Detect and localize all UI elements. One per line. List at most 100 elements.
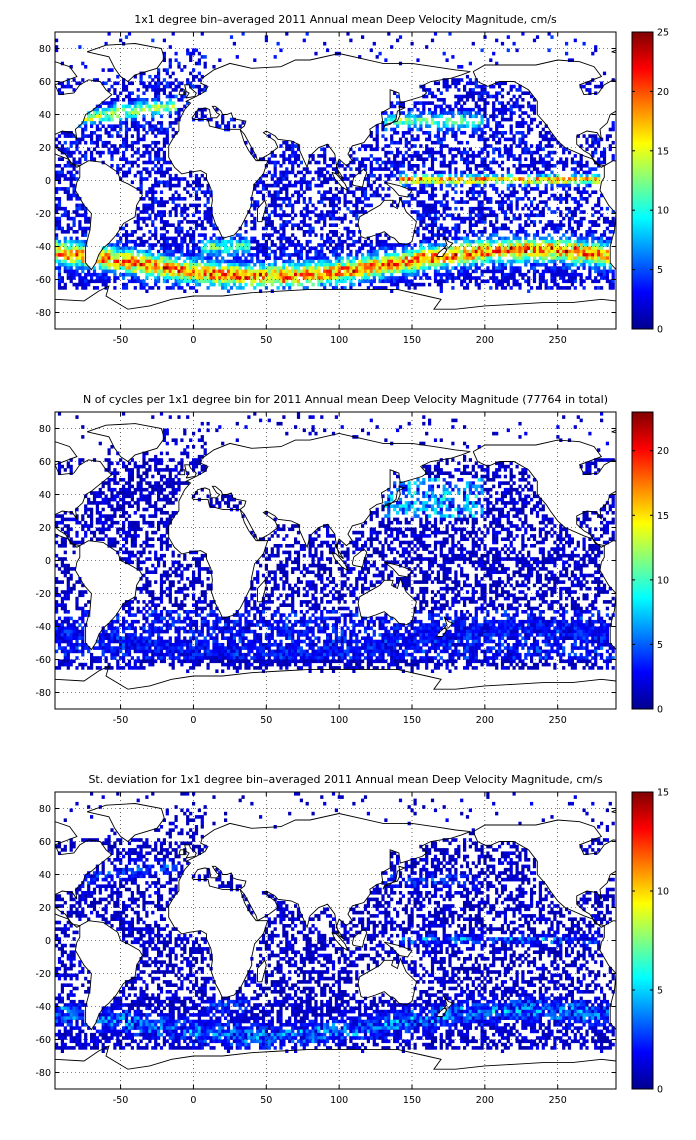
heatmap-cell [323, 276, 327, 280]
heatmap-cell [253, 154, 257, 158]
heatmap-cell [361, 157, 365, 161]
heatmap-cell [145, 144, 149, 148]
heatmap-cell [521, 121, 525, 125]
heatmap-cell [500, 249, 505, 254]
heatmap-cell [457, 276, 461, 280]
heatmap-cell [142, 203, 146, 208]
heatmap-cell [500, 276, 505, 280]
heatmap-cell [512, 190, 516, 194]
heatmap-cell [605, 269, 609, 274]
heatmap-cell [291, 193, 295, 198]
heatmap-cell [454, 154, 458, 158]
heatmap-cell [180, 94, 184, 99]
heatmap-cell [366, 249, 370, 254]
heatmap-cell [256, 246, 260, 251]
heatmap-cell [375, 266, 379, 270]
heatmap-cell [72, 276, 76, 280]
heatmap-cell [369, 48, 373, 53]
heatmap-cell [509, 249, 513, 254]
heatmap-cell [194, 253, 199, 257]
heatmap-cell [547, 246, 551, 251]
heatmap-cell [72, 272, 76, 277]
heatmap-cell [291, 226, 295, 231]
heatmap-cell [585, 170, 589, 175]
heatmap-cell [407, 107, 411, 112]
heatmap-cell [407, 131, 411, 135]
heatmap-cell [238, 276, 242, 280]
heatmap-cell [267, 236, 271, 241]
heatmap-cell [317, 154, 321, 158]
heatmap-cell [425, 131, 429, 135]
heatmap-cell [320, 246, 324, 251]
heatmap-cell [337, 197, 341, 201]
heatmap-cell [151, 246, 155, 251]
heatmap-cell [133, 276, 137, 280]
heatmap-cell [384, 253, 388, 257]
heatmap-cell [270, 243, 274, 247]
heatmap-cell [498, 236, 502, 241]
heatmap-cell [261, 233, 266, 237]
heatmap-cell [63, 243, 67, 247]
heatmap-cell [75, 266, 79, 270]
heatmap-cell [515, 121, 519, 125]
heatmap-cell [538, 160, 542, 165]
heatmap-cell [122, 256, 126, 260]
heatmap-cell [229, 35, 234, 39]
heatmap-cell [530, 144, 534, 148]
heatmap-cell [174, 84, 178, 89]
heatmap-cell [320, 276, 324, 280]
heatmap-cell [422, 253, 426, 257]
heatmap-cell [413, 121, 417, 125]
heatmap-cell [326, 164, 330, 168]
heatmap-cells [55, 32, 615, 293]
heatmap-cell [579, 177, 583, 181]
heatmap-cell [317, 213, 321, 218]
heatmap-cell [352, 239, 356, 244]
heatmap-cell [454, 167, 458, 171]
heatmap-cell [465, 190, 470, 194]
heatmap-cell [463, 157, 467, 161]
heatmap-cell [407, 164, 411, 168]
heatmap-cell [544, 269, 548, 274]
heatmap-cell [480, 170, 484, 175]
heatmap-cell [145, 249, 149, 254]
heatmap-cell [521, 272, 525, 277]
heatmap-cell [378, 233, 382, 237]
heatmap-cell [78, 45, 82, 49]
heatmap-cell [119, 177, 123, 181]
heatmap-cell [608, 239, 612, 244]
heatmap-cell [457, 78, 461, 82]
heatmap-cell [567, 226, 572, 231]
heatmap-cell [308, 259, 312, 264]
heatmap-cell [200, 88, 204, 92]
heatmap-cell [273, 226, 277, 231]
heatmap-cell [378, 239, 382, 244]
heatmap-cell [451, 121, 455, 125]
heatmap-cell [512, 236, 516, 241]
heatmap-cell [451, 213, 455, 218]
heatmap-cell [215, 269, 219, 274]
heatmap-cell [311, 246, 315, 251]
heatmap-cell [148, 187, 152, 191]
heatmap-cell [597, 137, 601, 142]
heatmap-cell [133, 272, 137, 277]
heatmap-cell [372, 276, 376, 280]
heatmap-cell [393, 121, 397, 125]
heatmap-cell [512, 157, 516, 161]
heatmap-cell [113, 101, 117, 105]
heatmap-cell [451, 78, 455, 82]
heatmap-cell [553, 180, 557, 185]
heatmap-cell [515, 170, 519, 175]
heatmap-cell [113, 144, 117, 148]
heatmap-cell [282, 154, 286, 158]
heatmap-cell [355, 216, 359, 221]
heatmap-cell [186, 249, 190, 254]
heatmap-cell [107, 249, 111, 254]
heatmap-cell [515, 157, 519, 161]
heatmap-cell [416, 259, 420, 264]
heatmap-cell [78, 279, 82, 284]
heatmap-cell [486, 154, 490, 158]
heatmap-cell [442, 243, 446, 247]
heatmap-cell [515, 124, 519, 128]
heatmap-cell [305, 269, 309, 274]
